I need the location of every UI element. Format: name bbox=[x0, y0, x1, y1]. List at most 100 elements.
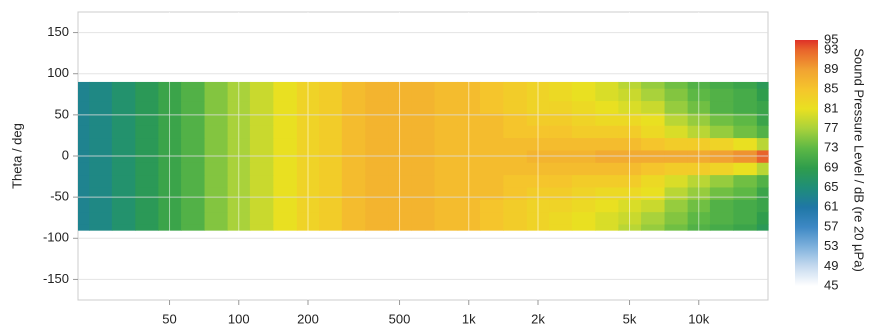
heat-cell bbox=[411, 199, 436, 213]
heat-cell bbox=[135, 186, 159, 200]
heat-cell bbox=[135, 223, 159, 231]
heat-cell bbox=[709, 81, 734, 89]
heat-cell bbox=[319, 81, 343, 89]
heat-cell bbox=[89, 100, 113, 114]
heat-cell bbox=[411, 112, 436, 126]
heat-cell bbox=[365, 125, 389, 139]
heat-cell bbox=[641, 88, 666, 102]
x-tick-label: 5k bbox=[623, 311, 637, 326]
heat-cell bbox=[204, 162, 229, 176]
heat-cell bbox=[204, 81, 229, 89]
heat-cell bbox=[733, 125, 758, 139]
heat-cell bbox=[249, 199, 274, 213]
heat-cell bbox=[111, 112, 136, 126]
heat-cell bbox=[709, 199, 734, 213]
heat-cell bbox=[733, 199, 758, 213]
heat-cell bbox=[709, 88, 734, 102]
heat-cell bbox=[249, 100, 274, 114]
heat-cell bbox=[111, 100, 136, 114]
heat-cell bbox=[595, 186, 619, 200]
heat-cell bbox=[549, 223, 573, 231]
heat-cell bbox=[664, 112, 689, 126]
x-tick-label: 200 bbox=[297, 311, 319, 326]
heat-cell bbox=[595, 88, 619, 102]
colorbar-tick-label: 85 bbox=[824, 81, 838, 96]
heat-cell bbox=[89, 81, 113, 89]
colorbar-tick-label: 73 bbox=[824, 140, 838, 155]
heat-cell bbox=[549, 162, 573, 176]
heat-cell bbox=[756, 174, 769, 188]
heat-cell bbox=[733, 186, 758, 200]
y-tick-label: -50 bbox=[50, 189, 69, 204]
heat-cell bbox=[756, 100, 769, 114]
colorbar-tick-label: 45 bbox=[824, 277, 838, 292]
heat-cell bbox=[641, 112, 666, 126]
heat-cell bbox=[709, 162, 734, 176]
heat-cell bbox=[319, 199, 343, 213]
heat-cell bbox=[479, 186, 504, 200]
heat-cell bbox=[111, 162, 136, 176]
heat-cell bbox=[733, 100, 758, 114]
colorbar-tick-label: 53 bbox=[824, 238, 838, 253]
heat-cell bbox=[181, 223, 206, 231]
heat-cell bbox=[273, 112, 298, 126]
heat-cell bbox=[595, 174, 619, 188]
heat-cell bbox=[641, 174, 666, 188]
heat-cell bbox=[571, 223, 596, 231]
heat-cell bbox=[78, 186, 90, 200]
heat-cell bbox=[503, 88, 528, 102]
heat-cell bbox=[89, 112, 113, 126]
heat-cell bbox=[249, 88, 274, 102]
heat-cell bbox=[411, 174, 436, 188]
heat-cell bbox=[411, 88, 436, 102]
heat-cell bbox=[273, 162, 298, 176]
heat-cell bbox=[78, 112, 90, 126]
heat-cell bbox=[365, 81, 389, 89]
heat-cell bbox=[709, 174, 734, 188]
colorbar-tick-label: 95 bbox=[824, 31, 838, 46]
heat-cell bbox=[89, 125, 113, 139]
heat-cell bbox=[249, 211, 274, 225]
heat-cell bbox=[181, 100, 206, 114]
heat-cell bbox=[595, 125, 619, 139]
heat-cell bbox=[434, 100, 459, 114]
heat-cell bbox=[549, 186, 573, 200]
heat-cell bbox=[595, 112, 619, 126]
heat-cell bbox=[273, 88, 298, 102]
heat-cell bbox=[709, 137, 734, 151]
heat-cell bbox=[756, 223, 769, 231]
colorbar-tick-label: 77 bbox=[824, 120, 838, 135]
heat-cell bbox=[273, 186, 298, 200]
heat-cell bbox=[111, 125, 136, 139]
heat-cell bbox=[434, 211, 459, 225]
y-tick-label: 50 bbox=[55, 106, 69, 121]
heat-cell bbox=[365, 223, 389, 231]
heat-cell bbox=[204, 199, 229, 213]
heat-cell bbox=[89, 199, 113, 213]
heat-cell bbox=[479, 125, 504, 139]
heat-cell bbox=[434, 112, 459, 126]
colorbar-tick-label: 57 bbox=[824, 218, 838, 233]
heat-cell bbox=[135, 112, 159, 126]
heat-cell bbox=[204, 174, 229, 188]
heat-cell bbox=[756, 199, 769, 213]
heat-cell bbox=[249, 186, 274, 200]
heat-cell bbox=[365, 137, 389, 151]
heat-cell bbox=[365, 100, 389, 114]
heat-cell bbox=[181, 88, 206, 102]
heat-cell bbox=[341, 174, 366, 188]
heat-cell bbox=[479, 137, 504, 151]
heat-cell bbox=[273, 125, 298, 139]
heat-cell bbox=[664, 125, 689, 139]
heat-cell bbox=[479, 81, 504, 89]
heat-cell bbox=[709, 211, 734, 225]
heat-cell bbox=[571, 211, 596, 225]
heat-cell bbox=[365, 88, 389, 102]
heat-cell bbox=[709, 125, 734, 139]
heat-cell bbox=[135, 174, 159, 188]
heat-cell bbox=[709, 186, 734, 200]
heat-cell bbox=[78, 125, 90, 139]
x-tick-label: 100 bbox=[228, 311, 250, 326]
heat-cell bbox=[78, 211, 90, 225]
heat-cell bbox=[479, 162, 504, 176]
